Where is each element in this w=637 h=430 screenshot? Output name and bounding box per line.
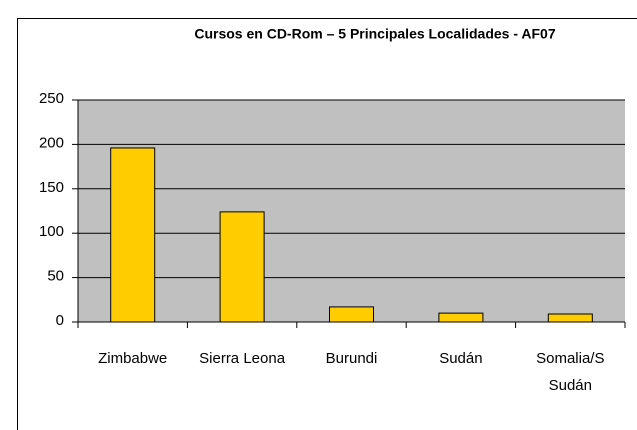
y-tick-label: 150 bbox=[39, 179, 64, 196]
y-tick-label: 200 bbox=[39, 134, 64, 151]
bar bbox=[438, 312, 484, 323]
bar bbox=[329, 306, 374, 323]
x-tick-label: Zimbabwe bbox=[98, 350, 168, 367]
bar bbox=[110, 147, 156, 323]
x-tick-label: Sierra Leona bbox=[199, 350, 286, 367]
chart-title: Cursos en CD-Rom – 5 Principales Localid… bbox=[194, 26, 555, 42]
plot-area bbox=[78, 100, 625, 322]
x-tick-label: Sudán bbox=[439, 350, 483, 367]
x-tick-label: Burundi bbox=[325, 350, 378, 367]
bar bbox=[547, 313, 593, 323]
bar bbox=[219, 211, 265, 323]
x-tick-label: Somalia/S Sudán bbox=[536, 350, 605, 394]
y-tick-label: 100 bbox=[39, 223, 64, 240]
y-tick-label: 0 bbox=[56, 312, 64, 329]
y-tick-label: 250 bbox=[39, 90, 64, 107]
y-tick-label: 50 bbox=[47, 268, 64, 285]
